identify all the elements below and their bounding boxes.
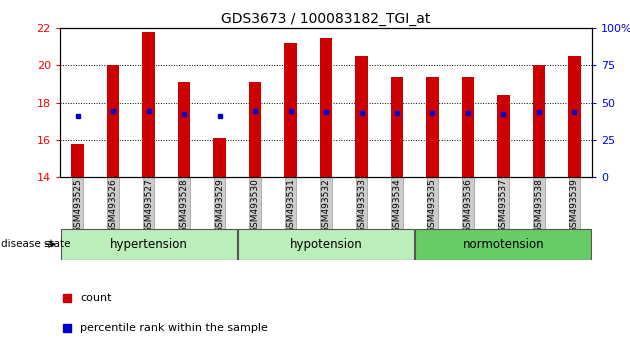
Bar — [391, 77, 403, 177]
Text: hypotension: hypotension — [290, 238, 362, 251]
Text: normotension: normotension — [462, 238, 544, 251]
Bar — [60, 229, 237, 259]
Text: count: count — [81, 293, 112, 303]
Bar — [427, 77, 438, 177]
Bar — [214, 138, 226, 177]
Bar — [355, 56, 368, 177]
Bar — [284, 43, 297, 177]
Bar — [238, 229, 414, 259]
Bar — [320, 38, 332, 177]
Bar — [497, 95, 510, 177]
Bar — [178, 82, 190, 177]
Bar — [568, 56, 581, 177]
Bar — [249, 82, 261, 177]
Bar — [533, 65, 545, 177]
Text: hypertension: hypertension — [110, 238, 188, 251]
Bar — [462, 77, 474, 177]
Bar — [107, 65, 119, 177]
Bar — [142, 32, 155, 177]
Text: disease state: disease state — [1, 239, 71, 249]
Bar — [71, 144, 84, 177]
Title: GDS3673 / 100083182_TGI_at: GDS3673 / 100083182_TGI_at — [221, 12, 431, 26]
Text: percentile rank within the sample: percentile rank within the sample — [81, 323, 268, 333]
Bar — [415, 229, 592, 259]
